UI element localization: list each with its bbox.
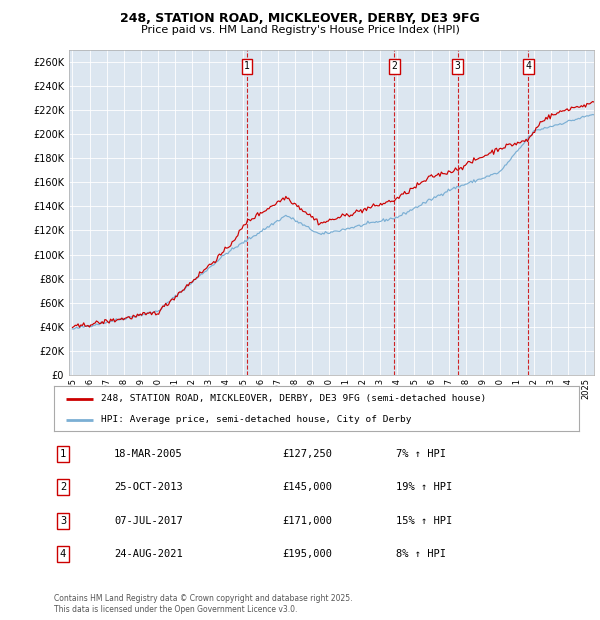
Text: 25-OCT-2013: 25-OCT-2013 — [114, 482, 183, 492]
Text: 2: 2 — [391, 61, 397, 71]
Text: 18-MAR-2005: 18-MAR-2005 — [114, 449, 183, 459]
Text: £195,000: £195,000 — [282, 549, 332, 559]
Text: 15% ↑ HPI: 15% ↑ HPI — [396, 516, 452, 526]
Text: 8% ↑ HPI: 8% ↑ HPI — [396, 549, 446, 559]
Text: 19% ↑ HPI: 19% ↑ HPI — [396, 482, 452, 492]
Text: Price paid vs. HM Land Registry's House Price Index (HPI): Price paid vs. HM Land Registry's House … — [140, 25, 460, 35]
Text: 3: 3 — [60, 516, 66, 526]
Text: Contains HM Land Registry data © Crown copyright and database right 2025.
This d: Contains HM Land Registry data © Crown c… — [54, 595, 353, 614]
Text: 1: 1 — [60, 449, 66, 459]
Text: 4: 4 — [525, 61, 531, 71]
Text: 1: 1 — [244, 61, 250, 71]
Text: £145,000: £145,000 — [282, 482, 332, 492]
Text: HPI: Average price, semi-detached house, City of Derby: HPI: Average price, semi-detached house,… — [101, 415, 412, 424]
Text: 248, STATION ROAD, MICKLEOVER, DERBY, DE3 9FG: 248, STATION ROAD, MICKLEOVER, DERBY, DE… — [120, 12, 480, 25]
Text: 4: 4 — [60, 549, 66, 559]
Text: 248, STATION ROAD, MICKLEOVER, DERBY, DE3 9FG (semi-detached house): 248, STATION ROAD, MICKLEOVER, DERBY, DE… — [101, 394, 487, 403]
Text: 7% ↑ HPI: 7% ↑ HPI — [396, 449, 446, 459]
Text: 2: 2 — [60, 482, 66, 492]
Text: 07-JUL-2017: 07-JUL-2017 — [114, 516, 183, 526]
Text: 3: 3 — [455, 61, 460, 71]
Text: £127,250: £127,250 — [282, 449, 332, 459]
Text: £171,000: £171,000 — [282, 516, 332, 526]
Text: 24-AUG-2021: 24-AUG-2021 — [114, 549, 183, 559]
